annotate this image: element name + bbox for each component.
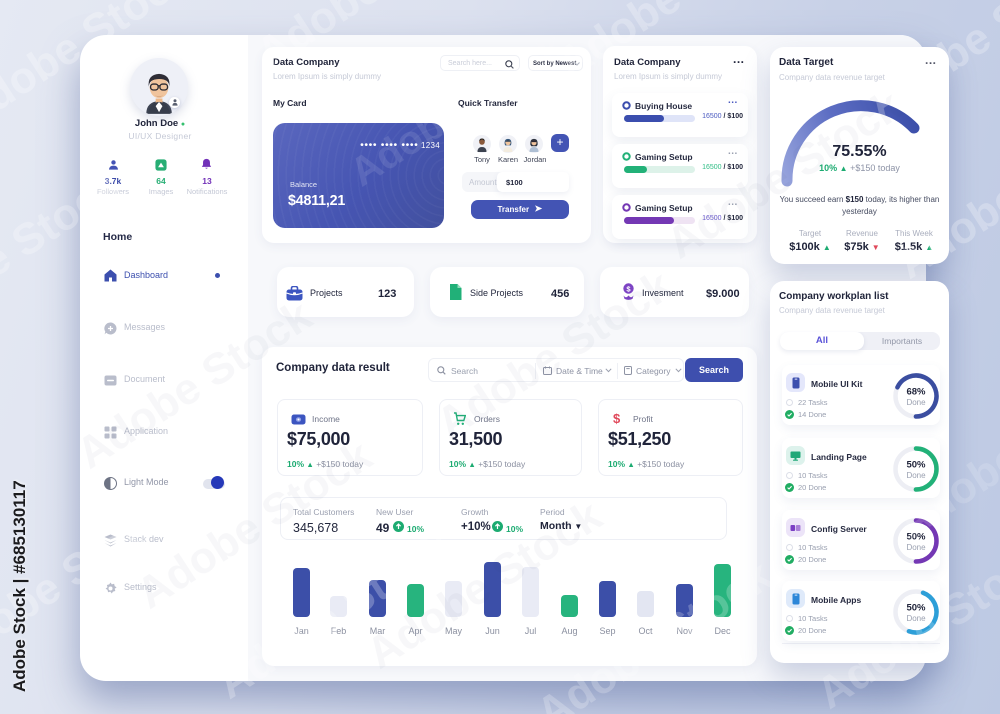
svg-text:Done: Done [906, 471, 926, 480]
svg-text:68%: 68% [906, 387, 926, 398]
svg-text:50%: 50% [906, 532, 926, 543]
svg-text:Done: Done [906, 614, 926, 623]
svg-text:Done: Done [906, 543, 926, 552]
svg-text:50%: 50% [906, 460, 926, 471]
svg-text:50%: 50% [906, 603, 926, 614]
svg-text:$: $ [626, 284, 631, 293]
svg-text:Done: Done [906, 398, 926, 407]
